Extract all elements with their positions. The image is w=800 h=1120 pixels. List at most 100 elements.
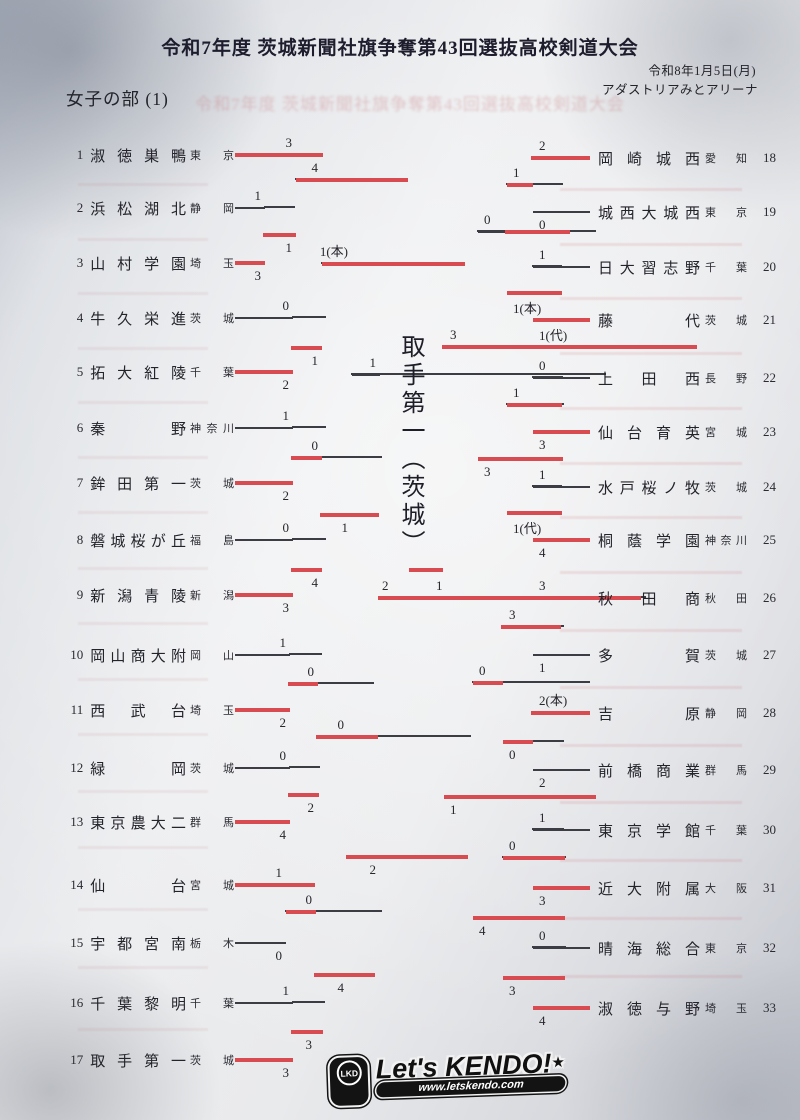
team-row: 吉原 静岡 28 — [598, 702, 778, 724]
bracket-line — [531, 156, 562, 160]
bracket-line — [532, 828, 564, 830]
bracket-line — [501, 625, 561, 629]
team-prefecture: 宮城 — [705, 427, 747, 439]
team-prefecture: 茨城 — [190, 478, 235, 490]
team-prefecture: 茨城 — [705, 315, 747, 327]
bleed-line — [78, 908, 208, 911]
bracket-line — [235, 883, 286, 887]
team-prefecture: 茨城 — [190, 763, 235, 775]
bracket-line — [478, 231, 507, 233]
team-prefecture: 東京 — [190, 150, 235, 162]
match-score: 1 — [539, 467, 546, 482]
bracket-line — [533, 1006, 590, 1010]
logo-text-block: Let's KENDO!★ www.letskendo.com — [375, 1048, 567, 1098]
team-row: 仙台育英 宮城 23 — [598, 421, 778, 443]
match-score: 3 — [539, 893, 546, 908]
team-row: 上田西 長野 22 — [598, 367, 778, 389]
bleed-line — [560, 462, 742, 465]
match-score: 1 — [513, 165, 520, 180]
team-row: 4 牛久栄進 茨城 — [48, 307, 234, 329]
bracket-line — [293, 568, 322, 572]
bleed-line — [560, 516, 742, 519]
bleed-line — [78, 238, 208, 241]
team-name: 淑徳与野 — [598, 1001, 700, 1018]
bracket-line — [264, 206, 295, 208]
team-prefecture: 埼玉 — [705, 1003, 747, 1015]
team-number: 24 — [763, 479, 776, 494]
bracket-line — [503, 740, 533, 744]
match-score: 0 — [484, 212, 491, 227]
bracket-line — [379, 373, 606, 375]
bracket-line — [235, 481, 293, 485]
team-name: 岡崎城西 — [598, 151, 700, 168]
match-score: 0 — [307, 664, 315, 679]
match-score: 1(代) — [513, 521, 542, 536]
match-score: 1 — [275, 865, 283, 880]
match-score: 2 — [282, 488, 290, 503]
bleed-line — [78, 401, 208, 404]
team-number: 20 — [763, 259, 776, 274]
match-score: 3 — [285, 135, 293, 150]
team-prefecture: 静岡 — [705, 708, 747, 720]
match-score: 4 — [479, 923, 486, 938]
match-score: 1(代) — [539, 328, 568, 343]
match-score: 1 — [539, 660, 546, 675]
team-row: 城西大城西 東京 19 — [598, 201, 778, 223]
team-prefecture: 愛知 — [705, 153, 747, 165]
bracket-line — [235, 820, 290, 824]
match-score: 0 — [282, 520, 290, 535]
bleed-line — [78, 622, 208, 625]
team-name: 近大附属 — [598, 881, 700, 898]
bracket-line — [235, 654, 290, 656]
bracket-line — [235, 317, 293, 319]
bracket-line — [348, 855, 380, 859]
bracket-line — [293, 1030, 316, 1034]
team-prefecture: 千葉 — [190, 367, 235, 379]
team-number: 6 — [76, 420, 84, 435]
bleed-line — [78, 733, 208, 736]
team-row: 水戸桜ノ牧 茨城 24 — [598, 476, 778, 498]
team-number: 1 — [76, 147, 84, 162]
bleed-line — [78, 292, 208, 295]
team-name: 晴海総合 — [598, 941, 700, 958]
bracket-line — [293, 456, 322, 460]
bracket-line — [321, 456, 382, 458]
team-name: 緑岡 — [90, 761, 187, 778]
team-number: 3 — [76, 255, 84, 270]
bracket-line — [507, 291, 533, 295]
match-score: 0 — [279, 748, 287, 763]
bracket-line — [478, 457, 507, 461]
match-score: 0 — [539, 217, 546, 232]
team-prefecture: 千葉 — [705, 825, 747, 837]
bleed-through-title: 令和7年度 茨城新聞社旗争奪第43回選抜高校剣道大会 — [195, 95, 625, 114]
bracket-line — [315, 910, 382, 912]
bracket-line — [316, 735, 378, 739]
match-score: 3 — [254, 268, 262, 283]
section-label: 女子の部 (1) — [66, 89, 169, 109]
team-prefecture: 静岡 — [190, 203, 235, 215]
team-number: 11 — [70, 702, 84, 717]
bracket-line — [471, 795, 596, 799]
team-prefecture: 神奈川 — [705, 535, 747, 547]
team-name: 山村学園 — [90, 256, 187, 273]
bleed-line — [78, 790, 208, 793]
match-score: 1(本) — [319, 244, 348, 259]
event-venue: アダストリアみとアリーナ — [601, 83, 758, 97]
bracket-line — [507, 183, 533, 187]
match-score: 0 — [479, 663, 486, 678]
match-score: 3 — [282, 600, 290, 615]
bleed-line — [560, 571, 742, 574]
team-row: 前橋商業 群馬 29 — [598, 759, 778, 781]
bracket-line — [350, 262, 465, 266]
match-score: 0 — [509, 838, 516, 853]
team-row: 秋田商 秋田 26 — [598, 587, 778, 609]
match-score: 1(本) — [513, 301, 542, 316]
team-name: 牛久栄進 — [90, 311, 187, 328]
champion-name: 取手第一（茨城） — [397, 334, 423, 558]
bracket-line — [409, 568, 443, 572]
team-number: 4 — [76, 310, 84, 325]
match-score: 4 — [279, 827, 287, 842]
team-number: 12 — [70, 760, 84, 775]
match-score: 0 — [539, 928, 546, 943]
